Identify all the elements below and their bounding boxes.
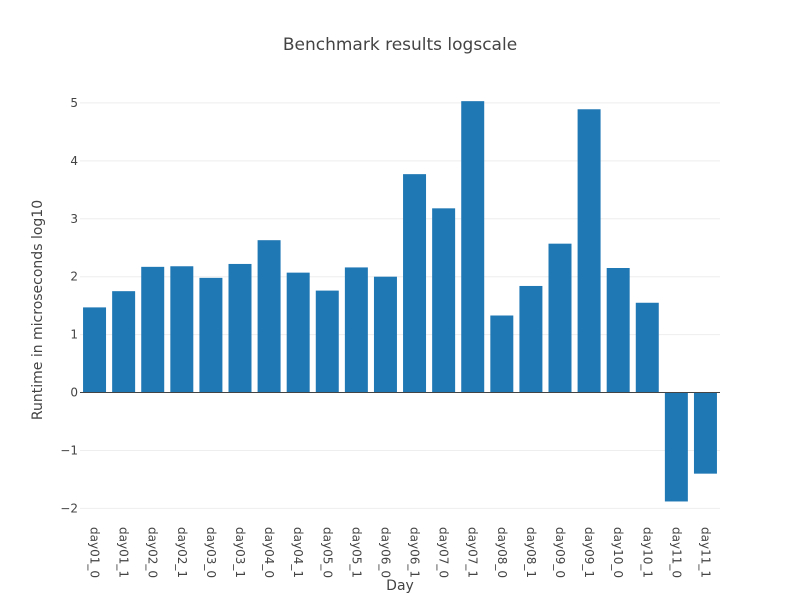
y-tick-label: −1 bbox=[60, 443, 78, 457]
bar-day03_1[interactable] bbox=[228, 263, 252, 393]
x-tick-label: day11_0 bbox=[669, 527, 683, 578]
x-tick-label: day01_0 bbox=[88, 527, 102, 578]
x-tick-label: day04_1 bbox=[291, 527, 305, 578]
x-tick-label: day04_0 bbox=[262, 527, 276, 578]
x-tick-label: day01_1 bbox=[117, 527, 131, 578]
y-tick-label: −2 bbox=[60, 501, 78, 515]
bar-day01_0[interactable] bbox=[83, 307, 107, 393]
x-tick-labels: day01_0 day01_1 day02_0 day02_1 day03_0 day03… bbox=[88, 527, 713, 578]
x-tick-label: day07_0 bbox=[437, 527, 451, 578]
x-tick-label: day03_0 bbox=[204, 527, 218, 578]
y-tick-label: 1 bbox=[70, 328, 78, 342]
bars bbox=[83, 101, 717, 502]
bar-day04_0[interactable] bbox=[257, 240, 281, 393]
bar-day07_0[interactable] bbox=[432, 208, 456, 393]
x-tick-label: day02_0 bbox=[146, 527, 160, 578]
bar-day08_0[interactable] bbox=[490, 315, 514, 393]
y-tick-label: 3 bbox=[70, 212, 78, 226]
x-tick-label: day07_1 bbox=[466, 527, 480, 578]
bar-day10_0[interactable] bbox=[606, 268, 630, 393]
bar-day05_0[interactable] bbox=[315, 290, 339, 393]
bar-day03_0[interactable] bbox=[199, 277, 223, 393]
bar-day04_1[interactable] bbox=[286, 272, 310, 393]
bar-day09_0[interactable] bbox=[548, 243, 572, 393]
x-tick-label: day03_1 bbox=[233, 527, 247, 578]
bar-day02_0[interactable] bbox=[141, 266, 165, 393]
x-tick-label: day10_1 bbox=[640, 527, 654, 578]
y-tick-label: 2 bbox=[70, 270, 78, 284]
x-tick-label: day09_0 bbox=[553, 527, 567, 578]
bar-day06_1[interactable] bbox=[403, 174, 427, 393]
x-tick-label: day11_1 bbox=[698, 527, 712, 578]
x-tick-label: day08_0 bbox=[495, 527, 509, 578]
y-tick-label: 4 bbox=[70, 154, 78, 168]
y-tick-label: 5 bbox=[70, 96, 78, 110]
chart-title: Benchmark results logscale bbox=[283, 35, 517, 55]
bar-day07_1[interactable] bbox=[461, 101, 485, 393]
x-tick-label: day02_1 bbox=[175, 527, 189, 578]
bar-day02_1[interactable] bbox=[170, 266, 194, 393]
y-axis-title: Runtime in microseconds log10 bbox=[30, 200, 46, 420]
bar-day11_1[interactable] bbox=[693, 392, 717, 474]
bar-day05_1[interactable] bbox=[344, 267, 368, 393]
x-tick-label: day08_1 bbox=[524, 527, 538, 578]
y-tick-label: 0 bbox=[70, 386, 78, 400]
bar-day10_1[interactable] bbox=[635, 302, 659, 393]
x-tick-label: day05_1 bbox=[349, 527, 363, 578]
x-tick-label: day06_0 bbox=[378, 527, 392, 578]
x-axis-title: Day bbox=[386, 578, 414, 594]
bar-day11_0[interactable] bbox=[664, 392, 688, 502]
bar-day06_0[interactable] bbox=[373, 276, 397, 393]
bar-day08_1[interactable] bbox=[519, 285, 543, 393]
x-tick-label: day06_1 bbox=[408, 527, 422, 578]
x-tick-label: day09_1 bbox=[582, 527, 596, 578]
x-tick-label: day05_0 bbox=[320, 527, 334, 578]
bar-day01_1[interactable] bbox=[112, 291, 136, 393]
x-tick-label: day10_0 bbox=[611, 527, 625, 578]
y-tick-labels: 5 4 3 2 1 0 −1 −2 bbox=[60, 96, 78, 516]
bar-day09_1[interactable] bbox=[577, 109, 601, 393]
